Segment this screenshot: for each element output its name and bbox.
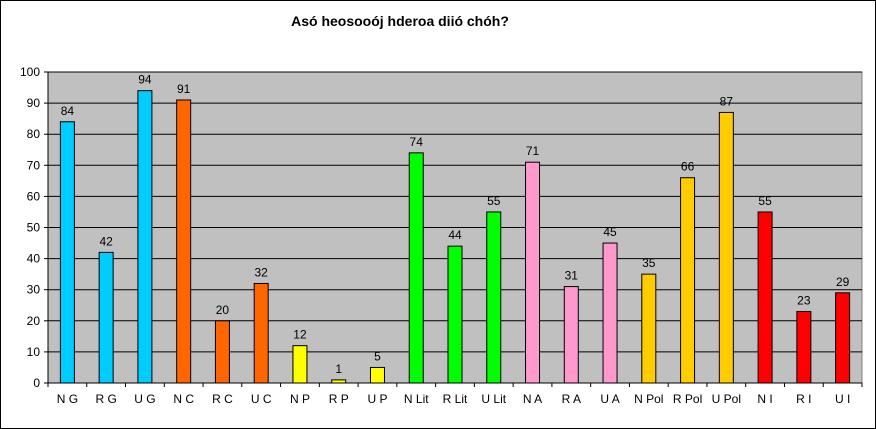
bars bbox=[59, 90, 851, 384]
x-tick-label: N C bbox=[173, 392, 194, 406]
x-tick-label: U P bbox=[367, 392, 387, 406]
data-label: 45 bbox=[603, 225, 617, 239]
bar bbox=[59, 121, 75, 384]
bar bbox=[602, 242, 618, 384]
data-label: 94 bbox=[138, 73, 152, 87]
x-tick-label: R I bbox=[796, 392, 811, 406]
data-label: 91 bbox=[177, 82, 191, 96]
data-label: 55 bbox=[487, 194, 501, 208]
data-label: 1 bbox=[335, 362, 342, 376]
x-tick-label: U I bbox=[835, 392, 850, 406]
data-label: 23 bbox=[797, 293, 811, 307]
bar bbox=[525, 161, 541, 384]
y-tick-label: 90 bbox=[27, 96, 41, 110]
data-label: 87 bbox=[720, 94, 734, 108]
x-axis-ticks: N G R G U G N C R C U C N P R P U P N Lit R Lit U L… bbox=[47, 383, 863, 406]
x-tick-label: N I bbox=[757, 392, 772, 406]
x-tick-label: N Lit bbox=[404, 392, 429, 406]
x-tick-label: R P bbox=[329, 392, 349, 406]
data-label: 32 bbox=[255, 265, 269, 279]
data-label: 29 bbox=[836, 275, 850, 289]
data-label: 44 bbox=[448, 228, 462, 242]
data-label: 55 bbox=[758, 194, 772, 208]
bar bbox=[835, 292, 851, 384]
bar bbox=[486, 211, 502, 384]
x-tick-label: N G bbox=[57, 392, 78, 406]
x-tick-label: R Lit bbox=[443, 392, 468, 406]
bar bbox=[98, 251, 114, 384]
data-label: 84 bbox=[61, 104, 75, 118]
x-tick-label: U G bbox=[134, 392, 155, 406]
bar bbox=[369, 366, 385, 384]
bar bbox=[176, 99, 192, 384]
bar bbox=[408, 152, 424, 384]
x-tick-label: N Pol bbox=[634, 392, 663, 406]
data-label: 74 bbox=[410, 135, 424, 149]
bar bbox=[680, 177, 696, 384]
data-label: 12 bbox=[293, 328, 307, 342]
y-tick-label: 0 bbox=[33, 376, 40, 390]
x-tick-label: U Lit bbox=[481, 392, 506, 406]
y-tick-label: 40 bbox=[27, 252, 41, 266]
x-tick-label: R C bbox=[212, 392, 233, 406]
data-labels: 84 42 94 91 20 32 12 1 5 74 44 55 71 31 45 35 66 87 55 23 29 bbox=[61, 73, 850, 376]
bar bbox=[292, 345, 308, 384]
data-label: 5 bbox=[374, 349, 381, 363]
bar bbox=[757, 211, 773, 384]
y-tick-label: 30 bbox=[27, 283, 41, 297]
y-tick-label: 50 bbox=[27, 221, 41, 235]
x-tick-label: N A bbox=[523, 392, 542, 406]
x-tick-label: U Pol bbox=[712, 392, 741, 406]
data-label: 20 bbox=[216, 303, 230, 317]
y-tick-label: 80 bbox=[27, 127, 41, 141]
x-tick-label: N P bbox=[290, 392, 310, 406]
bar bbox=[563, 286, 579, 384]
y-tick-label: 70 bbox=[27, 158, 41, 172]
bar bbox=[137, 90, 153, 384]
bar bbox=[447, 245, 463, 384]
data-label: 35 bbox=[642, 256, 656, 270]
data-label: 66 bbox=[681, 160, 695, 174]
x-tick-label: U C bbox=[251, 392, 272, 406]
y-tick-label: 100 bbox=[20, 65, 40, 79]
bar bbox=[796, 310, 812, 384]
data-label: 71 bbox=[526, 144, 540, 158]
x-tick-label: U A bbox=[600, 392, 619, 406]
data-label: 31 bbox=[565, 269, 579, 283]
bar bbox=[641, 273, 657, 384]
bar bbox=[214, 320, 230, 384]
bar bbox=[253, 282, 269, 384]
y-tick-label: 20 bbox=[27, 314, 41, 328]
x-tick-label: R Pol bbox=[673, 392, 702, 406]
bar bbox=[718, 111, 734, 384]
y-tick-label: 10 bbox=[27, 345, 41, 359]
y-axis-ticks: 0 10 20 30 40 50 60 70 80 90 100 bbox=[20, 65, 48, 390]
x-tick-label: R A bbox=[562, 392, 581, 406]
x-tick-label: R G bbox=[95, 392, 116, 406]
chart-title: Asó heosooój hderoa diió chóh? bbox=[291, 13, 509, 29]
y-tick-label: 60 bbox=[27, 189, 41, 203]
data-label: 42 bbox=[99, 234, 113, 248]
